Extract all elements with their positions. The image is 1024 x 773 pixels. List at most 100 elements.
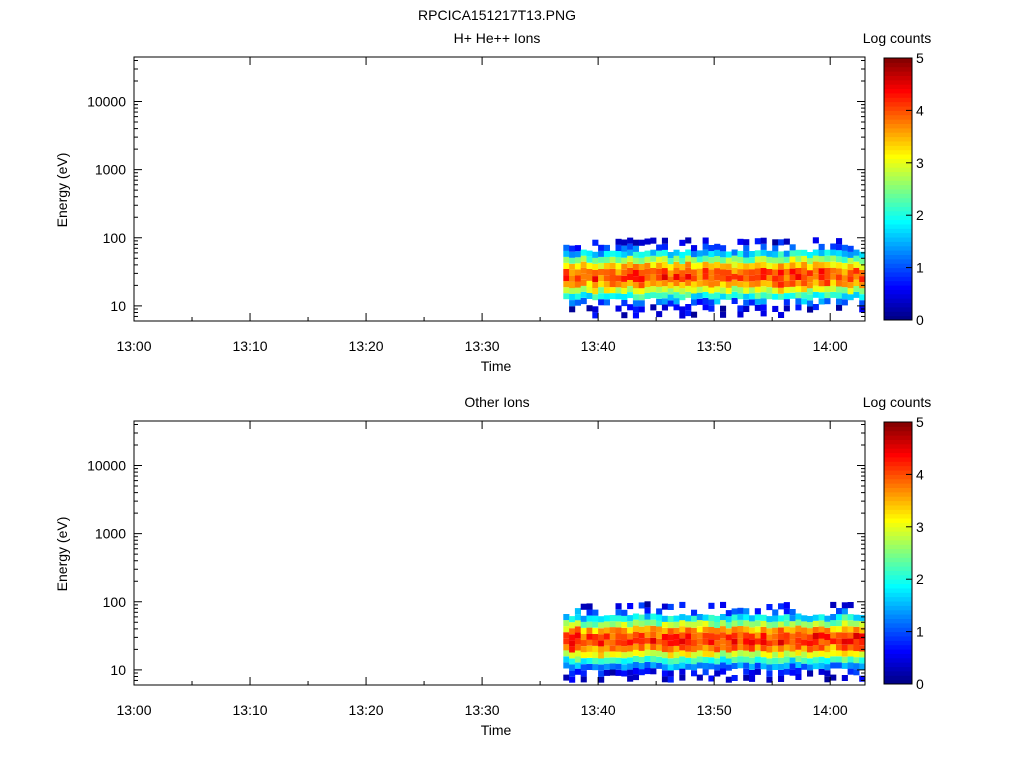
heatmap-cell (621, 251, 628, 258)
heatmap-cell (661, 646, 668, 653)
heatmap-cell (632, 282, 639, 289)
heatmap-cell (644, 655, 651, 662)
heatmap-cell (667, 270, 674, 277)
heatmap-cell (749, 633, 756, 640)
heatmap-cell (644, 625, 651, 632)
colorbar-swatch (884, 210, 912, 216)
heatmap-cell (783, 620, 790, 627)
heatmap-cell (725, 269, 732, 276)
heatmap-cell (812, 304, 819, 311)
heatmap-cell (702, 279, 709, 286)
heatmap-cell (766, 622, 773, 629)
heatmap-cell (708, 627, 715, 634)
heatmap-cell (661, 243, 668, 250)
heatmap-cell (760, 620, 767, 627)
colorbar-tick-label: 4 (916, 102, 924, 118)
heatmap-cell (679, 239, 686, 246)
colorbar-swatch (884, 311, 912, 317)
heatmap-cell (644, 613, 651, 620)
colorbar: 0 1 2 3 4 5 (883, 50, 924, 328)
heatmap-cell (801, 298, 808, 305)
heatmap-cell (644, 274, 651, 281)
heatmap-cell (563, 632, 570, 639)
heatmap-cell (818, 620, 825, 627)
heatmap-cell (836, 608, 843, 615)
heatmap-cell (743, 239, 750, 246)
colorbar-swatch (884, 535, 912, 541)
heatmap-cell (853, 285, 860, 292)
heatmap-cell (743, 632, 750, 639)
heatmap-cell (650, 637, 657, 644)
heatmap-cell (824, 652, 831, 658)
heatmap-cell (673, 615, 680, 622)
heatmap-cell (789, 280, 796, 287)
heatmap-cell (853, 632, 860, 639)
colorbar-swatch (884, 587, 912, 593)
heatmap-cell (632, 312, 639, 319)
heatmap-cell (691, 251, 698, 258)
heatmap-cell (679, 674, 686, 681)
x-tick-label: 13:20 (349, 702, 384, 718)
heatmap-cell (789, 274, 796, 281)
heatmap-cell (702, 285, 709, 292)
colorbar-swatch (884, 293, 912, 299)
heatmap-cell (702, 620, 709, 627)
heatmap-cell (621, 658, 628, 665)
colorbar-swatch (884, 627, 912, 633)
heatmap-cell (830, 285, 837, 292)
y-tick-label: 10000 (87, 458, 126, 474)
heatmap-cell (836, 304, 843, 311)
heatmap-cell (598, 664, 605, 671)
heatmap-cell (650, 656, 657, 662)
heatmap-cell (778, 676, 785, 682)
heatmap-cell (621, 640, 628, 647)
heatmap-cell (644, 293, 651, 299)
heatmap-cell (749, 251, 756, 258)
heatmap-cell (783, 614, 790, 621)
colorbar-swatch (884, 662, 912, 668)
heatmap-cell (603, 269, 610, 276)
heatmap-cell (656, 626, 663, 633)
heatmap-cell (807, 658, 814, 665)
heatmap-cell (586, 293, 593, 299)
heatmap-cell (714, 286, 721, 293)
heatmap-cell (789, 609, 796, 616)
heatmap-cell (580, 664, 587, 671)
heatmap-cell (720, 620, 727, 627)
heatmap-cell (632, 288, 639, 295)
colorbar-swatch (884, 145, 912, 151)
heatmap-cell (812, 657, 819, 664)
heatmap-cell (760, 274, 767, 281)
heatmap-cell (708, 263, 715, 270)
heatmap-cell (754, 280, 761, 287)
heatmap-cell (685, 237, 692, 244)
colorbar-swatch (884, 557, 912, 563)
heatmap-cell (783, 650, 790, 657)
heatmap-cell (754, 608, 761, 615)
heatmap-cell (661, 640, 668, 646)
heatmap-cell (632, 649, 639, 656)
colorbar-swatch (884, 232, 912, 238)
heatmap-cell (725, 664, 732, 671)
heatmap-cell (725, 281, 732, 288)
heatmap-cell (731, 273, 738, 280)
heatmap-cell (743, 638, 750, 645)
colorbar-swatch (884, 635, 912, 641)
heatmap-cell (725, 275, 732, 282)
heatmap-cell (783, 287, 790, 294)
heatmap-cell (783, 275, 790, 281)
colorbar-swatch (884, 202, 912, 207)
heatmap-cell (615, 615, 622, 622)
heatmap-cell (778, 639, 785, 646)
heatmap-cell (673, 274, 680, 280)
heatmap-cell (737, 607, 744, 614)
heatmap-cell (824, 676, 831, 683)
heatmap-cell (812, 285, 819, 292)
heatmap-cell (603, 244, 610, 251)
y-tick-label: 100 (103, 594, 127, 610)
heatmap-cell (778, 603, 785, 610)
heatmap-cell (760, 249, 767, 256)
heatmap-cell (847, 251, 854, 258)
heatmap-cell (743, 281, 750, 288)
heatmap-cell (841, 275, 848, 282)
